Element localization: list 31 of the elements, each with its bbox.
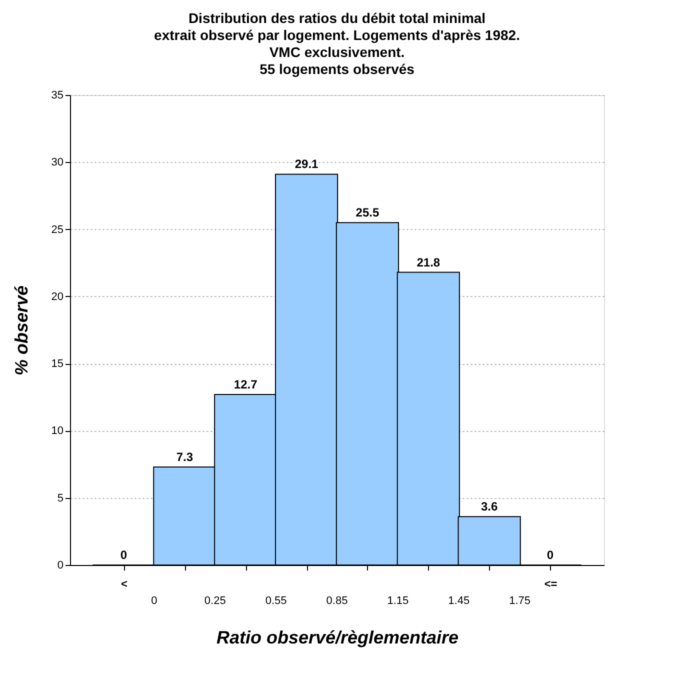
- x-axis-title: Ratio observé/règlementaire: [216, 628, 459, 648]
- y-tick-label: 20: [51, 290, 64, 303]
- text: 0.25: [204, 595, 226, 607]
- text: 55 logements observés: [260, 61, 414, 77]
- x-tick-label: <: [121, 578, 128, 590]
- y-tick-label: 0: [57, 560, 64, 572]
- data-label: 12.7: [234, 377, 258, 392]
- data-label: 3.6: [480, 500, 498, 514]
- y-tick-label: 25: [51, 224, 64, 236]
- text: VMC exclusivement.: [269, 44, 405, 60]
- text: 0.85: [326, 595, 348, 607]
- data-label: 0: [546, 548, 554, 562]
- y-tick-label: 10: [51, 425, 64, 438]
- data-label: 25.5: [356, 206, 380, 220]
- data-label: 0: [120, 548, 128, 562]
- text: Distribution des ratios du débit total minimal: [188, 10, 486, 26]
- text: 0.55: [265, 595, 287, 607]
- text: 1.15: [387, 595, 409, 607]
- y-axis-title: % observé: [11, 285, 32, 376]
- x-tick-label: <=: [544, 578, 558, 590]
- y-tick-label: 15: [51, 358, 64, 370]
- data-label: 7.3: [176, 450, 194, 464]
- y-tick-label: 5: [57, 492, 64, 504]
- data-label: 21.8: [416, 255, 440, 270]
- text: 0: [151, 595, 158, 607]
- text: extrait observé par logement. Logements d'après 1982.: [154, 27, 520, 43]
- text: 1.75: [509, 595, 530, 607]
- y-tick-label: 30: [51, 156, 64, 169]
- text: 1.45: [448, 595, 470, 607]
- y-tick-label: 35: [51, 90, 64, 102]
- data-label: 29.1: [294, 157, 319, 172]
